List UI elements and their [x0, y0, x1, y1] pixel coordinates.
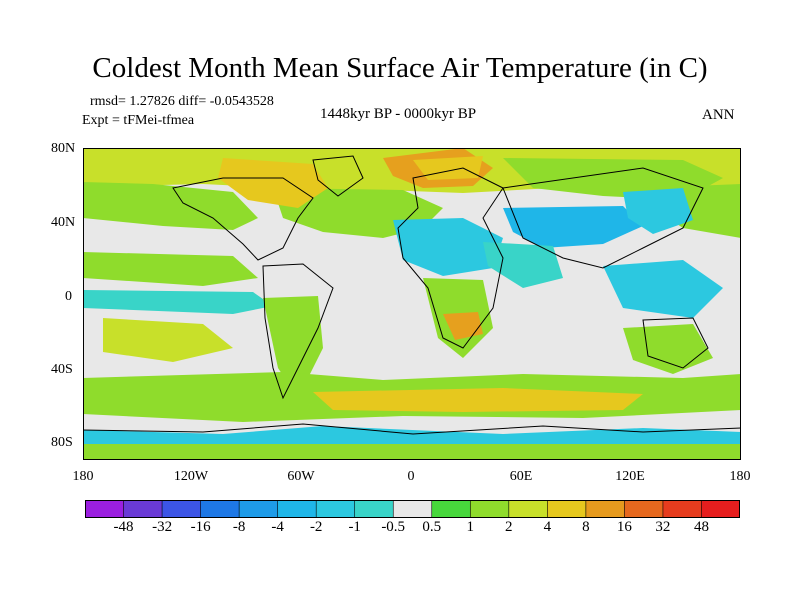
greenland-coast [312, 155, 364, 197]
lon-label-0: 0 [407, 469, 415, 484]
colorbar-cell [431, 500, 472, 518]
colorbar-label: 4 [543, 519, 552, 535]
colorbar-label: -32 [152, 519, 173, 535]
lat-label-0: 0 [65, 289, 72, 304]
south-pacific-lightgreen [103, 318, 233, 362]
colorbar-label: -48 [113, 519, 134, 535]
colorbar-cell [547, 500, 587, 518]
colorbar-cell [277, 500, 317, 518]
colorbar-label: 16 [616, 519, 632, 535]
south-america-green [263, 296, 323, 398]
colorbar-label: 1 [466, 519, 475, 535]
colorbar-cell [624, 500, 664, 518]
colorbar-cell [469, 500, 510, 518]
lat-label-80n: 80N [51, 141, 76, 156]
southern-ocean-yellow [313, 388, 643, 412]
map-frame [83, 148, 741, 460]
lon-label-180e: 180 [729, 469, 751, 484]
colorbar-label: 8 [582, 519, 590, 535]
stats-rmsd: rmsd= 1.27826 diff= -0.0543528 [90, 94, 274, 109]
southern-africa-orange [443, 312, 483, 340]
colorbar-cell [508, 500, 549, 518]
arabia-india-teal [483, 242, 563, 288]
lon-label-60w: 60W [287, 469, 315, 484]
chart-title: Coldest Month Mean Surface Air Temperatu… [92, 52, 708, 84]
north-america-coast [172, 177, 314, 261]
colorbar-label: 48 [694, 519, 709, 535]
antarctica-coast [83, 423, 741, 435]
north-pacific-green [83, 182, 258, 230]
colorbar-label: 2 [505, 519, 513, 535]
colorbar-cell [238, 500, 279, 518]
colorbar-cell [662, 500, 703, 518]
equatorial-pacific-teal [83, 290, 273, 314]
lon-label-60e: 60E [509, 469, 533, 484]
colorbar-label: 0.5 [422, 519, 442, 535]
colorbar-cell [200, 500, 240, 518]
colorbar-cell [585, 500, 626, 518]
south-america-coast [262, 263, 334, 400]
tropical-pacific-green [83, 252, 258, 286]
colorbar-label: -16 [190, 519, 211, 535]
colorbar-frame [85, 500, 740, 518]
colorbar-label: -2 [309, 519, 323, 535]
colorbar-label: -8 [232, 519, 246, 535]
temperature-anomaly-map [83, 148, 741, 460]
season-label: ANN [702, 107, 735, 123]
colorbar-label: -1 [348, 519, 361, 535]
colorbar-cell [701, 500, 740, 518]
asia-coast [502, 167, 704, 269]
lat-label-80s: 80S [51, 435, 73, 450]
lon-label-120w: 120W [173, 469, 209, 484]
north-america-yellow [218, 158, 328, 208]
lat-label-40n: 40N [51, 215, 76, 230]
coastlines [83, 155, 741, 435]
colorbar-cell [315, 500, 356, 518]
colorbar-label: 32 [655, 519, 671, 535]
lon-label-120e: 120E [615, 469, 645, 484]
australia-coast [642, 317, 709, 369]
colorbar-cell [392, 500, 433, 518]
stats-expt: Expt = tFMei-tfmea [82, 113, 195, 128]
north-africa-cyan [393, 218, 503, 276]
colorbar-label: -4 [271, 519, 284, 535]
colorbar-label: -0.5 [381, 519, 406, 535]
indonesia-cyan [603, 260, 723, 318]
antarctica-green [83, 444, 741, 460]
asia-blue [503, 206, 643, 248]
east-asia-cyan [623, 188, 693, 234]
colorbar-cell [354, 500, 395, 518]
colorbar [85, 500, 740, 518]
period-label: 1448kyr BP - 0000kyr BP [320, 106, 477, 122]
lon-label-180w: 180 [72, 469, 94, 484]
lat-label-40s: 40S [51, 362, 73, 377]
colorbar-cell [123, 500, 163, 518]
colorbar-cell [161, 500, 202, 518]
colorbar-cell [85, 500, 125, 518]
